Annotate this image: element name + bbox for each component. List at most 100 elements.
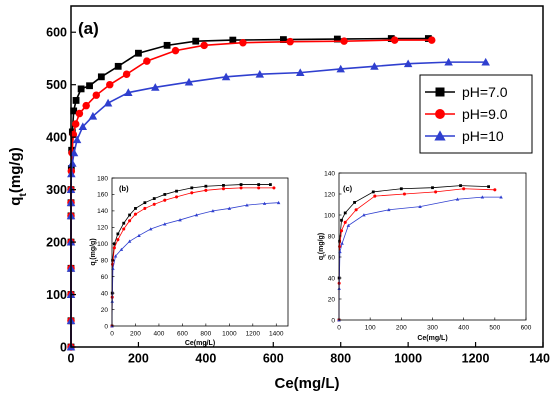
inset-b-y-axis-title: qt(mg/g) (90, 238, 100, 265)
inset-c-y-tick-label: 100 (324, 212, 335, 219)
inset-b-x-tick-label: 1400 (269, 331, 284, 338)
legend-marker (435, 87, 445, 97)
main-data-point (82, 101, 90, 110)
main-y-tick-label: 0 (60, 340, 67, 354)
inset-c-data-point (343, 211, 347, 215)
main-data-point (75, 109, 84, 118)
inset-b-data-point (122, 227, 126, 231)
inset-b-y-tick-label: 100 (97, 241, 108, 248)
inset-c-data-point (346, 223, 351, 227)
inset-c-data-point (402, 192, 406, 196)
legend-entry-label: pH=7.0 (462, 84, 508, 100)
inset-c-data-point (371, 190, 375, 194)
inset-b-series-line-3 (111, 202, 279, 327)
inset-c-data-point (462, 187, 466, 191)
inset-c-y-tick-label: 140 (324, 170, 335, 177)
inset-b-x-tick-label: 800 (200, 331, 211, 338)
inset-c-panel-label: (c) (343, 184, 353, 193)
inset-c-data-point (343, 220, 347, 224)
inset-b-data-point (148, 227, 153, 231)
main-data-point (103, 98, 113, 107)
main-data-point (390, 36, 399, 44)
inset-b-x-tick-label: 0 (110, 331, 114, 338)
main-data-point (71, 120, 80, 128)
main-x-tick-label: 600 (263, 352, 284, 366)
inset-c-data-point (431, 186, 434, 190)
inset-b-data-point (143, 201, 147, 205)
inset-c-x-tick-label: 0 (337, 325, 341, 332)
main-data-point (72, 135, 82, 144)
main-data-point (336, 64, 345, 73)
main-data-point (221, 72, 231, 81)
inset-b-data-point (128, 213, 131, 217)
inset-c-data-point (339, 229, 344, 233)
inset-b-y-tick-label: 60 (101, 274, 109, 281)
inset-b-data-point (134, 207, 137, 210)
main-data-point (481, 57, 490, 66)
inset-b-data-point (227, 206, 232, 210)
main-data-point (72, 97, 80, 104)
inset-b-y-tick-label: 180 (97, 175, 108, 182)
inset-b-data-point (257, 186, 261, 190)
inset-b-x-tick-label: 600 (177, 331, 188, 338)
inset-c-data-point (493, 188, 497, 192)
inset-b-y-tick-label: 40 (101, 290, 109, 297)
inset-b-data-point (194, 213, 199, 217)
inset-c-y-axis-title: qt(mg/g) (318, 233, 328, 260)
main-data-point (86, 82, 93, 90)
inset-b-data-point (239, 183, 243, 186)
inset-b-data-point (269, 183, 272, 186)
inset-c-data-point (373, 194, 377, 198)
main-data-point (163, 41, 171, 49)
inset-b-x-tick-label: 1200 (246, 331, 261, 338)
inset-b-data-point (211, 209, 215, 213)
inset-b-data-point (239, 186, 243, 190)
inset-b-data-point (143, 206, 147, 210)
main-x-tick-label: 1400 (529, 352, 550, 366)
main-data-point (184, 77, 194, 86)
inset-b-data-point (163, 198, 167, 202)
main-x-tick-label: 200 (128, 352, 149, 366)
main-data-point (122, 70, 131, 78)
main-plot: 0200400600800100012001400010020030040050… (7, 5, 550, 392)
inset-b-data-point (152, 202, 156, 206)
inset-c-x-axis-title: Ce(mg/L) (417, 335, 447, 342)
main-data-point (444, 57, 453, 66)
inset-b-data-point (204, 188, 208, 192)
inset-b-data-point (174, 195, 179, 199)
main-data-point (97, 73, 105, 81)
inset-c-data-point (487, 185, 490, 189)
inset-b-data-point (163, 222, 167, 226)
inset-b-x-tick-label: 400 (154, 331, 165, 338)
main-y-tick-label: 400 (46, 131, 67, 145)
main-data-point (333, 35, 341, 43)
legend-entry-label: pH=9.0 (462, 106, 508, 122)
legend-marker (434, 130, 446, 141)
main-data-point (200, 41, 208, 50)
inset-b-data-point (152, 197, 156, 200)
inset-b-data-point (204, 184, 208, 188)
inset-b-data-point (190, 186, 194, 190)
inset-b-data-point (112, 246, 116, 250)
inset-c-y-tick-label: 120 (324, 191, 335, 198)
inset-c-x-tick-label: 600 (521, 325, 532, 332)
main-data-point (171, 46, 180, 55)
inset-b-data-point (122, 221, 126, 225)
inset-c-x-tick-label: 300 (427, 325, 438, 332)
inset-c-data-point (418, 204, 422, 208)
inset-c-x-tick-label: 100 (365, 325, 376, 332)
main-data-point (192, 37, 200, 45)
main-data-point (151, 83, 160, 91)
legend: pH=7.0 pH=9.0 pH=10 (419, 74, 533, 154)
main-x-tick-label: 400 (195, 352, 216, 366)
main-x-tick-label: 1000 (394, 352, 422, 366)
main-y-axis-title: qt(mg/g) (7, 147, 29, 206)
inset-c-data-point (399, 187, 403, 191)
main-data-point (255, 69, 265, 78)
inset-c-data-point (480, 195, 485, 199)
main-data-point (143, 57, 151, 65)
inset-c-y-tick-label: 60 (328, 254, 336, 261)
main-data-point (403, 59, 413, 68)
inset-b-y-tick-label: 80 (101, 257, 109, 264)
inset-b-data-point (257, 183, 261, 186)
